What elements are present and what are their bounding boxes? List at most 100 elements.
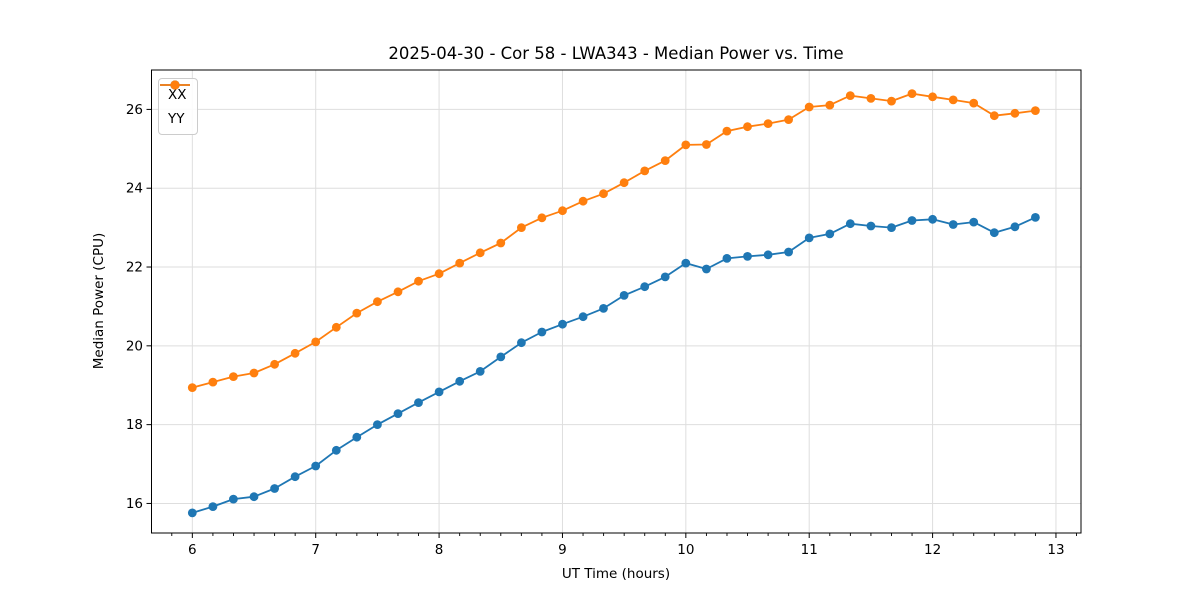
data-point-XX xyxy=(187,508,197,518)
data-point-XX xyxy=(804,233,814,243)
data-point-XX xyxy=(352,432,362,442)
data-point-YY xyxy=(455,258,465,268)
data-point-XX xyxy=(311,461,321,471)
data-point-XX xyxy=(434,387,444,397)
data-point-YY xyxy=(722,126,732,136)
x-axis-label: UT Time (hours) xyxy=(561,566,671,582)
data-point-YY xyxy=(373,297,382,307)
data-point-XX xyxy=(660,272,670,282)
data-point-XX xyxy=(373,420,382,429)
data-point-XX xyxy=(743,252,752,261)
data-point-XX xyxy=(290,472,300,482)
data-point-XX xyxy=(969,217,979,227)
data-point-YY xyxy=(619,178,629,188)
legend-line-marker-icon xyxy=(160,80,190,90)
data-point-YY xyxy=(887,96,896,106)
data-point-YY xyxy=(907,89,917,98)
y-tick-label: 22 xyxy=(126,260,143,276)
data-point-YY xyxy=(311,337,321,347)
data-point-XX xyxy=(887,223,896,233)
data-point-XX xyxy=(619,291,629,300)
legend-item-yy: YY xyxy=(160,80,190,128)
data-point-YY xyxy=(1031,106,1040,115)
y-tick-label: 16 xyxy=(126,496,143,512)
data-point-YY xyxy=(475,248,485,258)
y-tick-labels: 16 18 20 22 24 26 xyxy=(126,102,143,512)
data-point-YY xyxy=(496,238,506,248)
data-point-YY xyxy=(290,348,300,358)
data-point-YY xyxy=(743,122,752,132)
data-point-XX xyxy=(208,502,218,511)
data-point-YY xyxy=(763,119,773,128)
data-point-YY xyxy=(948,95,958,105)
y-tick-label: 20 xyxy=(126,338,143,354)
data-point-XX xyxy=(1031,213,1040,222)
data-point-YY xyxy=(270,359,279,369)
x-tick-label: 12 xyxy=(924,542,941,558)
x-tick-labels: 6 7 8 9 10 11 12 13 xyxy=(188,542,1065,558)
series-XX xyxy=(187,213,1040,518)
data-point-YY xyxy=(640,166,650,176)
data-point-YY xyxy=(208,377,218,387)
data-point-XX xyxy=(393,409,403,418)
grid-lines xyxy=(151,70,1081,533)
plot-border xyxy=(151,69,1082,534)
x-tick-label: 7 xyxy=(311,542,320,558)
x-tick-label: 13 xyxy=(1047,542,1064,558)
data-point-YY xyxy=(537,213,547,223)
data-point-YY xyxy=(414,276,423,286)
data-point-YY xyxy=(331,322,341,332)
data-point-YY xyxy=(784,115,793,124)
data-point-YY xyxy=(558,206,567,216)
data-point-XX xyxy=(866,221,876,231)
data-point-XX xyxy=(475,367,485,376)
data-point-XX xyxy=(825,229,835,239)
data-point-YY xyxy=(928,92,937,102)
series-YY xyxy=(187,89,1040,392)
data-point-XX xyxy=(249,492,259,502)
data-point-XX xyxy=(907,216,917,225)
data-point-XX xyxy=(558,319,567,329)
data-point-YY xyxy=(969,98,979,108)
data-point-XX xyxy=(537,327,547,337)
x-tick-label: 8 xyxy=(435,542,444,558)
data-point-YY xyxy=(249,368,259,378)
y-tick-label: 24 xyxy=(126,181,143,197)
data-point-XX xyxy=(414,398,423,407)
data-point-YY xyxy=(866,94,876,103)
axis-ticks xyxy=(146,108,1077,538)
data-point-XX xyxy=(578,312,588,322)
data-point-XX xyxy=(763,250,773,260)
data-point-XX xyxy=(229,494,238,504)
data-point-XX xyxy=(496,352,506,362)
data-point-YY xyxy=(1010,108,1020,118)
data-point-YY xyxy=(825,100,835,110)
data-point-YY xyxy=(434,269,444,279)
data-point-XX xyxy=(928,214,937,224)
data-point-XX xyxy=(681,258,691,268)
data-point-YY xyxy=(989,111,999,121)
data-point-XX xyxy=(331,445,341,455)
y-tick-label: 18 xyxy=(126,417,143,433)
y-tick-label: 26 xyxy=(126,102,143,118)
data-point-XX xyxy=(948,220,958,229)
data-point-YY xyxy=(187,383,197,392)
x-tick-label: 6 xyxy=(188,542,197,558)
chart-title: 2025-04-30 - Cor 58 - LWA343 - Median Po… xyxy=(388,44,844,63)
data-point-XX xyxy=(845,219,855,229)
data-point-YY xyxy=(702,140,711,149)
y-axis-label: Median Power (CPU) xyxy=(91,232,107,370)
data-point-XX xyxy=(1010,222,1020,232)
x-tick-label: 9 xyxy=(558,542,567,558)
data-point-YY xyxy=(517,223,526,233)
data-point-YY xyxy=(229,372,238,381)
data-point-YY xyxy=(599,189,608,199)
data-point-YY xyxy=(681,140,691,150)
legend-label-yy: YY xyxy=(168,110,185,127)
legend: XX YY xyxy=(158,78,198,135)
x-tick-label: 11 xyxy=(801,542,818,558)
data-point-YY xyxy=(578,196,588,206)
data-point-XX xyxy=(270,484,279,493)
data-point-YY xyxy=(660,156,670,166)
